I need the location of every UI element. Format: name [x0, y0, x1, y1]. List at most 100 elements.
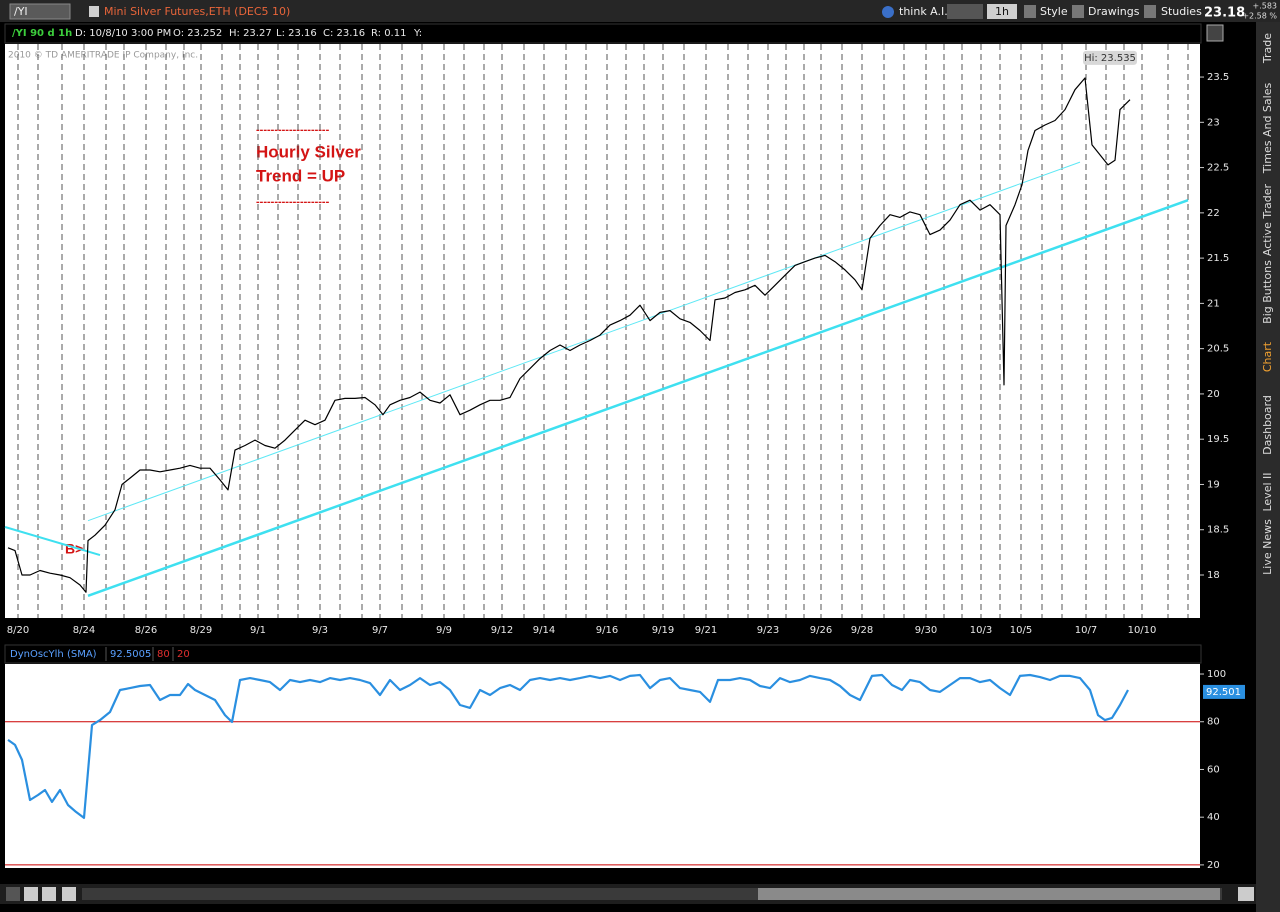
- x-tick-label: 9/28: [851, 625, 873, 636]
- study-level: 20: [177, 649, 190, 660]
- zoom-in[interactable]: [24, 887, 38, 901]
- x-tick-label: 8/29: [190, 625, 212, 636]
- y-tick-label: 18.5: [1207, 525, 1229, 536]
- y-tick-label: 21: [1207, 298, 1220, 309]
- trendline: [4, 526, 101, 557]
- drawings-button[interactable]: Drawings: [1088, 5, 1140, 18]
- trendline: [87, 161, 1081, 522]
- sidebar-tab[interactable]: Big Buttons: [1261, 260, 1274, 324]
- study-value: 92.5005: [110, 649, 151, 660]
- x-tick-label: 8/24: [73, 625, 95, 636]
- price-plot: [5, 44, 1200, 618]
- annotation: --------------------: [256, 124, 330, 136]
- osc-header: [4, 644, 1202, 664]
- y-tick-label: 20.5: [1207, 344, 1229, 355]
- y-tick-label: 40: [1207, 812, 1220, 823]
- series-line: [7, 77, 1131, 593]
- sidebar-tab[interactable]: Level II: [1261, 472, 1274, 511]
- x-tick-label: 8/20: [7, 625, 29, 636]
- think-button[interactable]: think A.I.: [899, 5, 948, 18]
- style-button[interactable]: Style: [1040, 5, 1068, 18]
- x-tick-label: 9/7: [372, 625, 388, 636]
- zoom-out[interactable]: [42, 887, 56, 901]
- net-change: +.583: [1252, 2, 1277, 11]
- sidebar-tab[interactable]: Times And Sales: [1261, 83, 1274, 175]
- x-tick-label: 9/19: [652, 625, 674, 636]
- x-tick-label: 10/5: [1010, 625, 1032, 636]
- y-tick-label: 23.5: [1207, 72, 1229, 83]
- x-tick-label: 9/30: [915, 625, 937, 636]
- icon: [1072, 5, 1084, 18]
- chart-icon[interactable]: [1206, 24, 1224, 42]
- button[interactable]: [6, 887, 20, 901]
- y-tick-label: 80: [1207, 717, 1220, 728]
- high-marker: [1083, 50, 1137, 65]
- info-open: O: 23.252: [173, 28, 222, 39]
- y-tick-label: 19: [1207, 479, 1220, 490]
- y-tick-label: 18: [1207, 570, 1220, 581]
- copyright: 2010 © TD AMERITRADE IP Company, Inc.: [8, 51, 198, 61]
- high-marker-label: Hi: 23.535: [1084, 53, 1136, 64]
- info-high: H: 23.27: [229, 28, 272, 39]
- sidebar-tab[interactable]: Active Trader: [1261, 183, 1274, 256]
- symbol[interactable]: /YI: [14, 5, 28, 18]
- icon: [882, 6, 894, 18]
- y-tick-label: 100: [1207, 669, 1226, 680]
- cursor[interactable]: [62, 887, 76, 901]
- x-tick-label: 10/10: [1128, 625, 1157, 636]
- sidebar-tab[interactable]: Chart: [1261, 341, 1274, 372]
- sidebar: [1256, 22, 1280, 912]
- tools[interactable]: [947, 4, 983, 19]
- info-y: Y:: [413, 28, 422, 39]
- x-tick-label: 9/14: [533, 625, 555, 636]
- description: Mini Silver Futures,ETH (DEC5 10): [104, 5, 290, 18]
- y-tick-label: 20: [1207, 860, 1220, 871]
- y-tick-label: 20: [1207, 389, 1220, 400]
- icon: [89, 6, 99, 17]
- aggregation[interactable]: 1h: [995, 5, 1009, 18]
- last-value-box: [1203, 684, 1245, 699]
- aggregation-box[interactable]: [987, 4, 1017, 19]
- y-tick-label: 60: [1207, 764, 1220, 775]
- icon: [1144, 5, 1156, 18]
- last-value-label: 92.501: [1206, 687, 1241, 698]
- info-low: L: 23.16: [276, 28, 317, 39]
- y-tick-label: 23: [1207, 117, 1220, 128]
- info-symbol: /YI 90 d 1h: [12, 28, 72, 39]
- x-tick-label: 9/3: [312, 625, 328, 636]
- scroll-thumb[interactable]: [758, 888, 1220, 900]
- osc-plot: [5, 664, 1200, 868]
- trendline: [87, 198, 1189, 597]
- info-bar: [4, 23, 1202, 44]
- icon: [1024, 5, 1036, 18]
- x-tick-label: 9/9: [436, 625, 452, 636]
- series-line: [7, 673, 1129, 819]
- annotation: Trend = UP: [256, 166, 345, 185]
- y-tick-label: 22: [1207, 208, 1220, 219]
- info-range: R: 0.11: [371, 28, 406, 39]
- annotation: --------------------: [256, 196, 330, 208]
- scroll-end[interactable]: [1238, 887, 1254, 901]
- y-tick-label: 19.5: [1207, 434, 1229, 445]
- info-close: C: 23.16: [323, 28, 365, 39]
- studies-button[interactable]: Studies: [1161, 5, 1202, 18]
- x-tick-label: 9/21: [695, 625, 717, 636]
- annotation: Hourly Silver: [256, 142, 361, 161]
- symbol-box[interactable]: [9, 3, 71, 20]
- percent-change: +2.58 %: [1242, 12, 1277, 21]
- x-tick-label: 9/16: [596, 625, 618, 636]
- x-tick-label: 9/26: [810, 625, 832, 636]
- study-name: DynOscYlh (SMA): [10, 649, 97, 660]
- x-tick-label: 9/12: [491, 625, 513, 636]
- sidebar-tab[interactable]: Trade: [1261, 33, 1274, 64]
- x-tick-label: 9/1: [250, 625, 266, 636]
- annotation: B>: [65, 541, 83, 557]
- sidebar-tab[interactable]: Live News: [1261, 519, 1274, 575]
- x-tick-label: 10/3: [970, 625, 992, 636]
- y-tick-label: 21.5: [1207, 253, 1229, 264]
- info-date: D: 10/8/10 3:00 PM: [75, 28, 171, 39]
- last-price: 23.18: [1204, 6, 1245, 21]
- x-tick-label: 8/26: [135, 625, 157, 636]
- sidebar-tab[interactable]: Dashboard: [1261, 395, 1274, 455]
